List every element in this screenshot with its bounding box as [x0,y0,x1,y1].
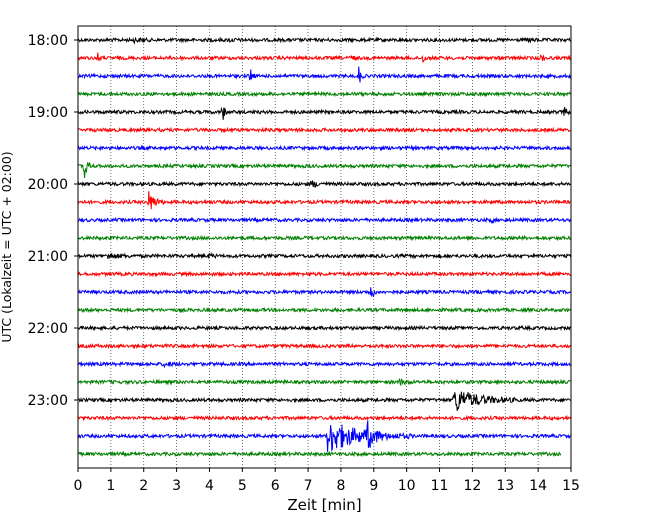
trace-line [77,342,572,350]
x-tick-label: 12 [463,478,481,494]
trace-line [77,36,571,45]
y-tick-label: 20:00 [28,177,68,193]
trace-line [77,420,571,452]
x-tick-label: 2 [139,478,148,494]
x-tick-label: 4 [205,478,214,494]
y-tick-label: 23:00 [28,393,68,409]
trace-line [77,161,572,179]
x-tick-label: 15 [562,478,580,494]
trace-line [77,191,571,210]
x-tick-label: 0 [74,478,83,494]
seismic-traces [77,36,572,458]
trace-line [77,90,571,98]
plot-frame [77,25,572,469]
x-tick-label: 8 [336,478,345,494]
trace-line [77,306,571,314]
x-tick-label: 9 [369,478,378,494]
trace-line [77,360,571,369]
trace-line [77,414,572,422]
trace-line [77,287,571,298]
x-tick-label: 5 [238,478,247,494]
trace-line [77,216,572,224]
y-tick-label: 22:00 [28,321,68,337]
y-tick-label: 19:00 [28,105,68,121]
trace-line [78,251,572,260]
trace-line [77,450,562,458]
x-tick-label: 6 [271,478,280,494]
trace-line [77,324,571,332]
trace-line [77,391,571,411]
trace-line [77,52,572,63]
trace-line [77,66,572,83]
trace-line [77,234,571,242]
trace-line [77,270,571,278]
x-axis-label: Zeit [min] [287,496,361,514]
trace-line [77,126,571,134]
y-axis-label: UTC (Lokalzeit = UTC + 02:00) [0,151,14,342]
y-tick-label: 21:00 [28,249,68,265]
y-tick-label: 18:00 [28,33,68,49]
trace-line [77,377,571,387]
x-tick-label: 10 [398,478,416,494]
x-tick-label: 1 [106,478,115,494]
x-tick-label: 3 [172,478,181,494]
trace-line [77,106,572,120]
x-tick-label: 14 [529,478,547,494]
trace-line [77,180,571,188]
x-tick-label: 13 [496,478,514,494]
x-axis: 0 1 2 3 4 5 6 7 8 9 10 11 12 13 14 15 [74,468,580,494]
x-tick-label: 11 [431,478,449,494]
y-axis: 18:00 19:00 20:00 21:00 22:00 23:00 [28,33,78,409]
x-tick-label: 7 [304,478,313,494]
trace-line [77,144,571,152]
